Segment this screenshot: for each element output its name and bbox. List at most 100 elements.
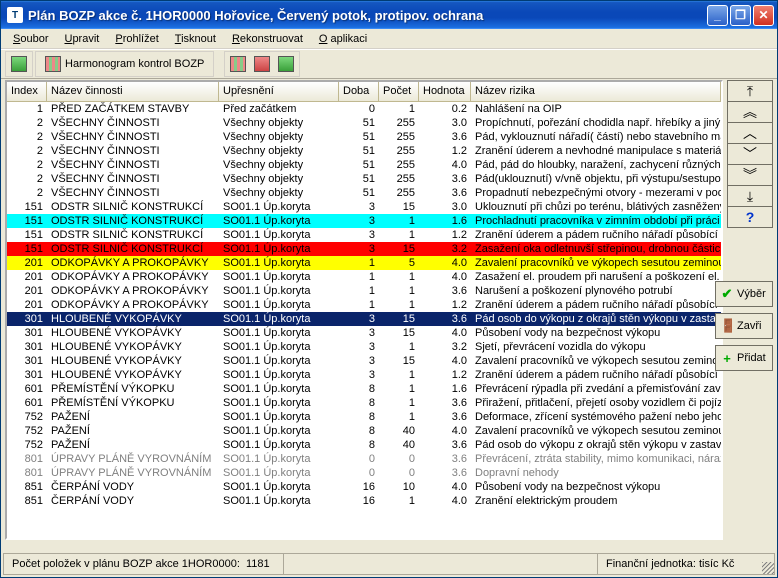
scroll-up-button[interactable]: ︿ [727, 122, 773, 144]
scroll-down-button[interactable]: ﹀ [727, 143, 773, 165]
col-risk[interactable]: Název rizika [471, 82, 721, 101]
cell-hodnota: 3.6 [419, 466, 471, 480]
cell-index: 2 [7, 186, 47, 200]
help-button[interactable]: ? [727, 206, 773, 228]
col-index[interactable]: Index [7, 82, 47, 101]
cell-name: PŘEMÍSTĚNÍ VÝKOPKU [47, 382, 219, 396]
table-row[interactable]: 1PŘED ZAČÁTKEM STAVBYPřed začátkem010.2N… [7, 102, 721, 116]
toolbar-btn-2[interactable] [227, 53, 249, 75]
cell-hodnota: 3.0 [419, 116, 471, 130]
cell-risk: Působení vody na bezpečnost výkopu [471, 326, 721, 340]
table-row[interactable]: 201ODKOPÁVKY A PROKOPÁVKYSO01.1 Úp.koryt… [7, 256, 721, 270]
toolbar-btn-4[interactable] [275, 53, 297, 75]
harmonogram-button[interactable]: Harmonogram kontrol BOZP [38, 53, 211, 75]
table-row[interactable]: 601PŘEMÍSTĚNÍ VÝKOPKUSO01.1 Úp.koryta811… [7, 382, 721, 396]
cell-doba: 51 [339, 158, 379, 172]
cell-name: ODSTR SILNIČ KONSTRUKCÍ [47, 200, 219, 214]
table-row[interactable]: 2VŠECHNY ČINNOSTIVšechny objekty512553.6… [7, 172, 721, 186]
cell-pocet: 1 [379, 214, 419, 228]
table-row[interactable]: 301HLOUBENÉ VYKOPÁVKYSO01.1 Úp.koryta315… [7, 326, 721, 340]
minimize-button[interactable]: _ [707, 5, 728, 26]
menu-rekonstruovat[interactable]: Rekonstruovat [224, 31, 311, 47]
cell-risk: Dopravní nehody [471, 466, 721, 480]
vyber-button[interactable]: ✔ Výběr [715, 281, 773, 307]
col-name[interactable]: Název činnosti [47, 82, 219, 101]
cell-doba: 51 [339, 130, 379, 144]
menu-prohlížet[interactable]: Prohlížet [107, 31, 166, 47]
table-row[interactable]: 2VŠECHNY ČINNOSTIVšechny objekty512554.0… [7, 158, 721, 172]
scroll-pageup-button[interactable]: ︽ [727, 101, 773, 123]
table-row[interactable]: 301HLOUBENÉ VYKOPÁVKYSO01.1 Úp.koryta315… [7, 354, 721, 368]
cell-pocet: 1 [379, 284, 419, 298]
table-row[interactable]: 2VŠECHNY ČINNOSTIVšechny objekty512553.0… [7, 116, 721, 130]
cell-doba: 3 [339, 326, 379, 340]
table-row[interactable]: 851ČERPÁNÍ VODYSO01.1 Úp.koryta1614.0Zra… [7, 494, 721, 508]
col-pocet[interactable]: Počet [379, 82, 419, 101]
table-row[interactable]: 201ODKOPÁVKY A PROKOPÁVKYSO01.1 Úp.koryt… [7, 298, 721, 312]
cell-hodnota: 1.2 [419, 144, 471, 158]
cell-risk: Zasažení el. proudem při narušení a pošk… [471, 270, 721, 284]
cell-doba: 16 [339, 494, 379, 508]
cell-pocet: 0 [379, 466, 419, 480]
cell-name: ČERPÁNÍ VODY [47, 494, 219, 508]
pridat-button[interactable]: + Přidat [715, 345, 773, 371]
cell-pocet: 255 [379, 186, 419, 200]
scroll-top-button[interactable]: ⤒ [727, 80, 773, 102]
cell-risk: Zavalení pracovníků ve výkopech sesutou … [471, 424, 721, 438]
scroll-pagedown-button[interactable]: ︾ [727, 164, 773, 186]
cell-index: 752 [7, 410, 47, 424]
table-row[interactable]: 752PAŽENÍSO01.1 Úp.koryta813.6Deformace,… [7, 410, 721, 424]
statusbar: Počet položek v plánu BOZP akce 1HOR0000… [3, 553, 775, 575]
table-row[interactable]: 151ODSTR SILNIČ KONSTRUKCÍSO01.1 Úp.kory… [7, 228, 721, 242]
cell-risk: Zranění úderem a pádem ručního nářadí pů… [471, 228, 721, 242]
toolbar-btn-1[interactable] [8, 53, 30, 75]
cell-hodnota: 3.6 [419, 312, 471, 326]
table-row[interactable]: 2VŠECHNY ČINNOSTIVšechny objekty512553.6… [7, 186, 721, 200]
cell-hodnota: 4.0 [419, 480, 471, 494]
cell-doba: 3 [339, 312, 379, 326]
resize-grip[interactable] [758, 554, 774, 574]
maximize-button[interactable]: ❐ [730, 5, 751, 26]
menu-soubor[interactable]: Soubor [5, 31, 56, 47]
table-row[interactable]: 201ODKOPÁVKY A PROKOPÁVKYSO01.1 Úp.koryt… [7, 270, 721, 284]
table-row[interactable]: 301HLOUBENÉ VYKOPÁVKYSO01.1 Úp.koryta315… [7, 312, 721, 326]
col-ups[interactable]: Upřesnění [219, 82, 339, 101]
table-row[interactable]: 752PAŽENÍSO01.1 Úp.koryta8403.6Pád osob … [7, 438, 721, 452]
cell-pocet: 1 [379, 494, 419, 508]
table-row[interactable]: 151ODSTR SILNIČ KONSTRUKCÍSO01.1 Úp.kory… [7, 242, 721, 256]
menu-upravit[interactable]: Upravit [56, 31, 107, 47]
table-row[interactable]: 2VŠECHNY ČINNOSTIVšechny objekty512553.6… [7, 130, 721, 144]
status-right: Finanční jednotka: tisíc Kč [598, 554, 758, 574]
table-row[interactable]: 801ÚPRAVY PLÁNĚ VYROVNÁNÍMSO01.1 Úp.kory… [7, 466, 721, 480]
table-row[interactable]: 601PŘEMÍSTĚNÍ VÝKOPKUSO01.1 Úp.koryta813… [7, 396, 721, 410]
cell-index: 301 [7, 312, 47, 326]
table-row[interactable]: 151ODSTR SILNIČ KONSTRUKCÍSO01.1 Úp.kory… [7, 214, 721, 228]
zavri-button[interactable]: 🚪 Zavři [715, 313, 773, 339]
cell-pocet: 15 [379, 354, 419, 368]
table-row[interactable]: 851ČERPÁNÍ VODYSO01.1 Úp.koryta16104.0Pů… [7, 480, 721, 494]
cell-doba: 1 [339, 298, 379, 312]
table-row[interactable]: 2VŠECHNY ČINNOSTIVšechny objekty512551.2… [7, 144, 721, 158]
col-hodnota[interactable]: Hodnota [419, 82, 471, 101]
close-button[interactable]: ✕ [753, 5, 774, 26]
cell-pocet: 1 [379, 410, 419, 424]
cell-ups: SO01.1 Úp.koryta [219, 340, 339, 354]
cell-risk: Převrácení, ztráta stability, mimo komun… [471, 452, 721, 466]
table-row[interactable]: 201ODKOPÁVKY A PROKOPÁVKYSO01.1 Úp.koryt… [7, 284, 721, 298]
scroll-bottom-button[interactable]: ⤓ [727, 185, 773, 207]
cell-doba: 3 [339, 242, 379, 256]
table-row[interactable]: 151ODSTR SILNIČ KONSTRUKCÍSO01.1 Úp.kory… [7, 200, 721, 214]
menu-o aplikaci[interactable]: O aplikaci [311, 31, 375, 47]
cell-pocet: 15 [379, 200, 419, 214]
cell-name: HLOUBENÉ VYKOPÁVKY [47, 326, 219, 340]
cell-index: 151 [7, 214, 47, 228]
menu-tisknout[interactable]: Tisknout [167, 31, 224, 47]
col-doba[interactable]: Doba [339, 82, 379, 101]
window-title: Plán BOZP akce č. 1HOR0000 Hořovice, Čer… [28, 8, 707, 23]
table-row[interactable]: 801ÚPRAVY PLÁNĚ VYROVNÁNÍMSO01.1 Úp.kory… [7, 452, 721, 466]
table-row[interactable]: 301HLOUBENÉ VYKOPÁVKYSO01.1 Úp.koryta313… [7, 340, 721, 354]
table-row[interactable]: 752PAŽENÍSO01.1 Úp.koryta8404.0Zavalení … [7, 424, 721, 438]
table-row[interactable]: 301HLOUBENÉ VYKOPÁVKYSO01.1 Úp.koryta311… [7, 368, 721, 382]
toolbar-btn-3[interactable] [251, 53, 273, 75]
cell-doba: 3 [339, 228, 379, 242]
